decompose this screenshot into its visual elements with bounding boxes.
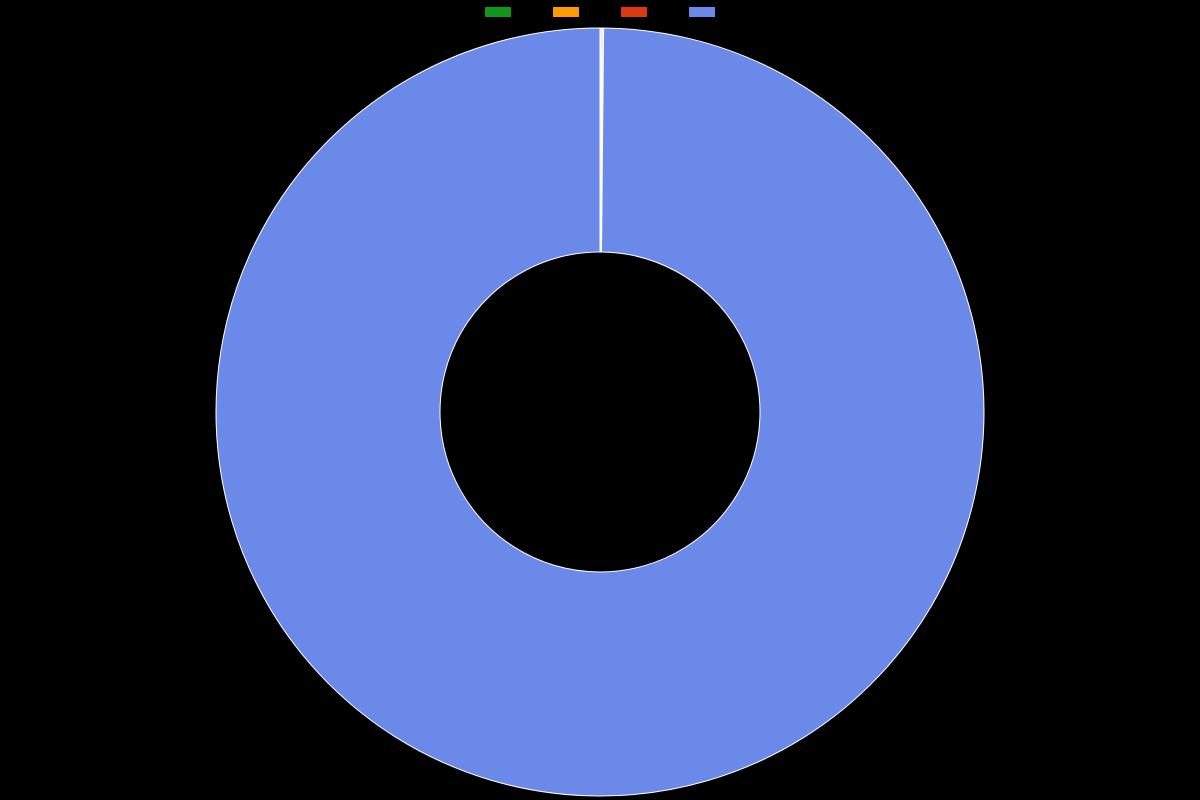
legend-item-0[interactable] xyxy=(484,6,512,18)
donut-chart xyxy=(0,24,1200,800)
legend-swatch xyxy=(552,6,580,18)
donut-slice-3[interactable] xyxy=(216,28,984,796)
legend-item-3[interactable] xyxy=(688,6,716,18)
legend-swatch xyxy=(484,6,512,18)
legend-item-1[interactable] xyxy=(552,6,580,18)
donut-svg xyxy=(214,26,986,798)
legend-swatch xyxy=(620,6,648,18)
legend-item-2[interactable] xyxy=(620,6,648,18)
chart-legend xyxy=(484,6,716,18)
legend-swatch xyxy=(688,6,716,18)
